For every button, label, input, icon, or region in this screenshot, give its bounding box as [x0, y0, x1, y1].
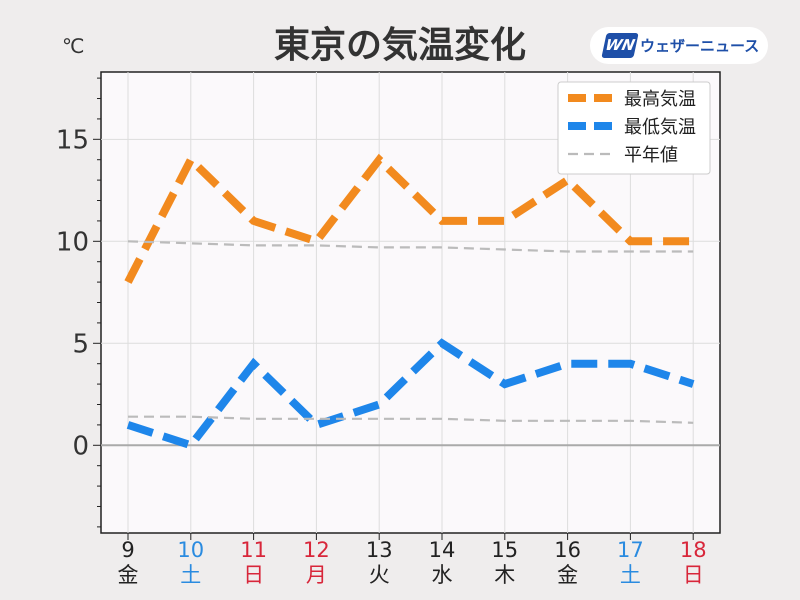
logo-text: ウェザーニュース — [640, 37, 760, 55]
x-tick-label-day: 13 — [366, 538, 393, 562]
y-tick-label: 0 — [72, 431, 89, 461]
x-tick-label-weekday: 日 — [243, 563, 264, 587]
series-line-low — [126, 338, 695, 450]
x-tick-label-day: 9 — [121, 538, 134, 562]
x-tick-label-weekday: 木 — [494, 563, 515, 587]
legend-box — [557, 81, 711, 175]
x-tick-label-day: 10 — [177, 538, 204, 562]
y-axis-unit: ℃ — [62, 34, 85, 58]
x-tick-label-weekday: 火 — [369, 563, 390, 587]
y-tick-label: 15 — [56, 125, 89, 155]
x-tick-label-weekday: 金 — [118, 563, 139, 587]
chart-title: 東京の気温変化 — [273, 25, 526, 66]
x-tick-label-day: 14 — [429, 538, 456, 562]
x-tick-label-weekday: 金 — [557, 563, 578, 587]
x-tick-label-weekday: 土 — [620, 563, 641, 587]
legend-label-high: 最高気温 — [624, 89, 696, 110]
series-line-normal_low — [128, 415, 694, 424]
x-tick-label-weekday: 月 — [306, 563, 327, 587]
x-tick-label-day: 17 — [617, 538, 644, 562]
x-tick-label-weekday: 日 — [683, 563, 704, 587]
weathernews-logo: WN ウェザーニュース — [590, 27, 768, 64]
x-tick-label-weekday: 水 — [432, 563, 453, 587]
y-tick-label: 5 — [72, 329, 89, 359]
series-line-normal_high — [127, 240, 694, 253]
x-tick-label-day: 11 — [240, 538, 267, 562]
x-tick-label-day: 12 — [303, 538, 330, 562]
y-axis: 0 5 10 15 — [56, 77, 101, 528]
x-tick-label-day: 15 — [491, 538, 518, 562]
legend-label-low: 最低気温 — [624, 117, 696, 138]
legend-label-normal_high: 平年値 — [624, 145, 678, 166]
x-tick-label-weekday: 土 — [180, 563, 201, 587]
x-tick-label-day: 16 — [554, 538, 581, 562]
x-tick-label-day: 18 — [680, 538, 707, 562]
series-lines — [124, 153, 695, 450]
y-tick-label: 10 — [56, 227, 89, 257]
